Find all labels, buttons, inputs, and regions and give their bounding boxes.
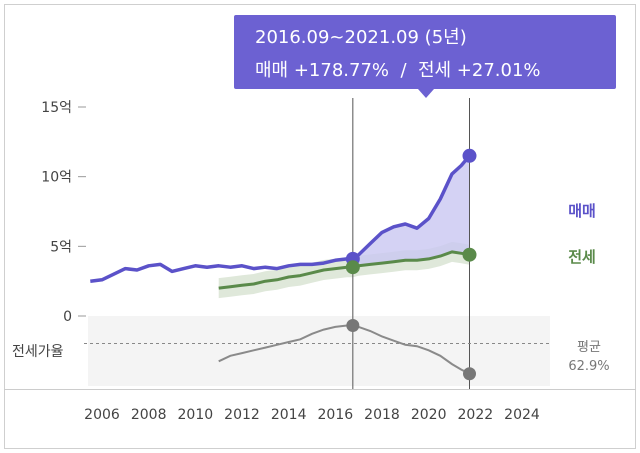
x-tick-label: 2006 xyxy=(84,407,120,423)
selection-lines xyxy=(352,98,470,389)
tooltip-period: 2016.09~2021.09 (5년) xyxy=(255,27,467,48)
tooltip-box xyxy=(234,15,616,89)
x-tick-label: 2020 xyxy=(411,407,447,423)
jeonse-legend-label: 전세 xyxy=(568,248,596,266)
ratio-point-marker xyxy=(346,319,360,333)
average-label: 평균 xyxy=(577,340,601,355)
average-value: 62.9% xyxy=(568,359,609,374)
y-tick-labels: 15억 10억 5억 0 xyxy=(41,100,86,325)
sale-line xyxy=(90,154,471,283)
tooltip-summary: 매매 +178.77% / 전세 +27.01% xyxy=(255,60,541,81)
area-layer xyxy=(218,155,470,299)
x-tick-label: 2018 xyxy=(364,407,400,423)
x-tick-labels: 2006 2008 2010 2012 2014 2016 2018 2020 2022 2024 xyxy=(84,407,540,423)
ratio-panel xyxy=(88,316,550,386)
tooltip: 2016.09~2021.09 (5년) 매매 +178.77% / 전세 +2… xyxy=(234,15,616,98)
x-tick-label: 2010 xyxy=(178,407,214,423)
x-tick-label: 2012 xyxy=(224,407,260,423)
x-tick-label: 2008 xyxy=(131,407,167,423)
tooltip-arrow xyxy=(418,89,434,98)
marker-layer xyxy=(345,148,477,381)
jeonse-point-marker xyxy=(345,260,360,275)
chart-frame xyxy=(4,4,636,449)
sale-gain-area xyxy=(352,155,470,268)
x-tick-label: 2022 xyxy=(458,407,494,423)
ratio-point-marker xyxy=(463,367,476,381)
x-tick-label: 2014 xyxy=(271,407,307,423)
y-tick-label: 15억 xyxy=(41,100,72,116)
ratio-label: 전세가율 xyxy=(12,344,64,360)
jeonse-point-marker xyxy=(462,247,477,262)
y-tick-label: 0 xyxy=(63,309,72,325)
x-tick-label: 2024 xyxy=(504,407,540,423)
y-tick-label: 10억 xyxy=(41,170,72,186)
sale-legend-label: 매매 xyxy=(568,202,596,220)
x-tick-label: 2016 xyxy=(318,407,354,423)
sale-point-marker xyxy=(462,148,477,163)
y-tick-label: 5억 xyxy=(50,239,72,255)
